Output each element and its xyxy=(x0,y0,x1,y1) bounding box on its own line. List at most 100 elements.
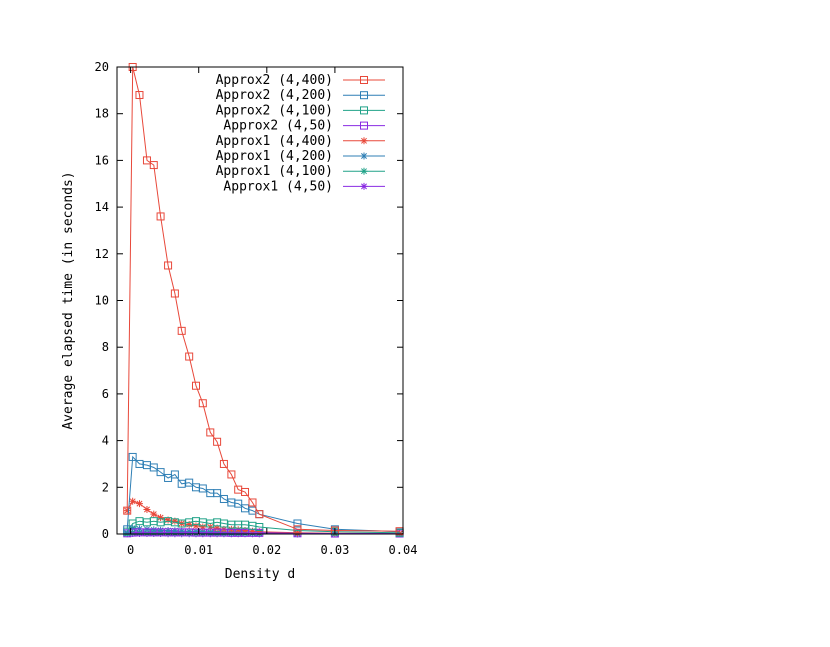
series-line xyxy=(126,455,400,533)
y-tick-label: 6 xyxy=(102,387,109,401)
legend-label: Approx1 (4,100) xyxy=(216,164,333,179)
data-point xyxy=(178,527,186,535)
data-point xyxy=(149,161,158,170)
data-point xyxy=(164,261,173,270)
data-point xyxy=(255,522,264,531)
y-tick-label: 10 xyxy=(95,294,109,308)
data-point xyxy=(142,156,151,165)
data-point xyxy=(135,91,144,100)
data-point xyxy=(128,452,137,461)
y-tick-label: 20 xyxy=(95,60,109,74)
legend-item: Approx1 (4,200) xyxy=(216,149,385,164)
series-line xyxy=(127,531,400,534)
x-tick-label: 0.01 xyxy=(184,543,213,557)
legend-label: Approx2 (4,200) xyxy=(216,88,333,103)
legend-marker xyxy=(360,76,368,84)
data-point xyxy=(150,526,158,534)
data-point xyxy=(198,484,207,493)
y-tick-label: 12 xyxy=(95,247,109,261)
data-point xyxy=(293,525,302,534)
data-point xyxy=(192,528,200,536)
legend-marker xyxy=(360,152,368,160)
data-point xyxy=(206,428,215,437)
data-point xyxy=(199,528,207,536)
data-point xyxy=(177,326,186,335)
data-point xyxy=(213,524,221,532)
y-tick-label: 2 xyxy=(102,480,109,494)
data-point xyxy=(219,459,228,468)
data-point xyxy=(170,289,179,298)
data-point xyxy=(171,517,179,525)
x-axis-label: Density d xyxy=(225,567,295,582)
legend-marker xyxy=(360,91,368,100)
legend-item: Approx2 (4,200) xyxy=(216,88,385,103)
legend-marker xyxy=(360,182,368,190)
legend-marker xyxy=(360,121,368,130)
data-point xyxy=(171,527,179,535)
legend-label: Approx2 (4,400) xyxy=(216,73,333,88)
data-point xyxy=(185,352,194,361)
data-point xyxy=(170,470,179,479)
legend-marker xyxy=(360,137,368,145)
data-point xyxy=(123,506,132,515)
series-line xyxy=(126,520,400,534)
data-point xyxy=(255,528,264,537)
legend-item: Approx1 (4,400) xyxy=(216,134,385,149)
y-axis-label: Average elapsed time (in seconds) xyxy=(61,171,76,429)
y-tick-label: 4 xyxy=(102,434,109,448)
data-point xyxy=(227,470,236,479)
legend: Approx2 (4,400)Approx2 (4,200)Approx2 (4… xyxy=(216,73,385,194)
y-tick-label: 14 xyxy=(95,200,109,214)
y-tick-label: 16 xyxy=(95,153,109,167)
x-tick-label: 0.02 xyxy=(252,543,281,557)
legend-item: Approx1 (4,100) xyxy=(216,164,385,179)
y-tick-label: 8 xyxy=(102,340,109,354)
data-point xyxy=(248,498,257,507)
data-point xyxy=(164,516,172,524)
data-point xyxy=(157,526,165,534)
data-point xyxy=(199,523,207,531)
data-point xyxy=(185,527,193,535)
legend-item: Approx2 (4,100) xyxy=(216,103,385,118)
y-axis-ticks: 0 2 4 6 8 10 12 14 16 18 20 xyxy=(95,60,403,541)
data-point xyxy=(234,499,243,508)
data-point xyxy=(156,212,165,221)
data-point xyxy=(157,514,165,522)
data-point xyxy=(213,489,222,498)
data-point xyxy=(249,527,257,535)
legend-marker xyxy=(360,106,368,115)
data-point xyxy=(192,522,200,530)
series-approx2-4-50- xyxy=(123,528,404,538)
legend-marker xyxy=(360,167,368,175)
data-point xyxy=(213,437,222,446)
data-point xyxy=(255,510,264,519)
x-tick-label: 0.03 xyxy=(320,543,349,557)
data-point xyxy=(135,500,143,508)
data-point xyxy=(129,524,137,532)
legend-item: Approx2 (4,400) xyxy=(216,73,385,88)
legend-label: Approx1 (4,50) xyxy=(223,179,333,194)
data-point xyxy=(143,505,151,513)
data-point xyxy=(185,478,194,487)
data-point xyxy=(129,497,137,505)
legend-label: Approx1 (4,400) xyxy=(216,134,333,149)
legend-item: Approx1 (4,50) xyxy=(223,179,385,194)
data-point xyxy=(150,510,158,518)
data-point xyxy=(191,381,200,390)
x-tick-label: 0 xyxy=(127,543,134,557)
x-axis-ticks: 0 0.01 0.02 0.03 0.04 xyxy=(127,67,417,557)
data-point xyxy=(293,519,302,528)
data-point xyxy=(185,521,193,529)
data-point xyxy=(156,468,165,477)
legend-label: Approx1 (4,200) xyxy=(216,149,333,164)
legend-item: Approx2 (4,50) xyxy=(223,119,385,134)
data-point xyxy=(255,528,263,536)
data-point xyxy=(149,463,158,472)
data-point xyxy=(241,487,250,496)
x-tick-label: 0.04 xyxy=(389,543,418,557)
legend-label: Approx2 (4,50) xyxy=(223,119,333,134)
data-point xyxy=(198,399,207,408)
data-point xyxy=(241,526,249,534)
